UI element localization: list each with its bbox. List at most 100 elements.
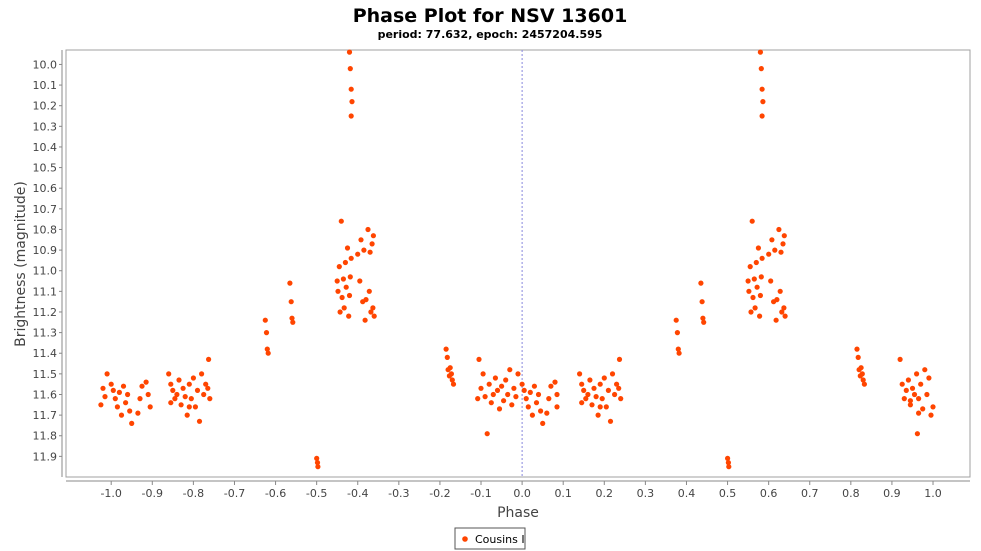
chart-title: Phase Plot for NSV 13601 [353, 5, 628, 27]
data-point [726, 464, 732, 470]
y-tick-label: 11.6 [33, 388, 58, 401]
data-point [361, 247, 367, 253]
data-point [349, 99, 355, 105]
data-point [753, 259, 759, 266]
y-tick-label: 11.1 [33, 285, 58, 298]
data-point [546, 396, 552, 402]
data-point [362, 317, 368, 323]
data-point [475, 396, 481, 402]
legend: Cousins I [454, 527, 526, 550]
data-point [168, 381, 174, 387]
data-point [860, 377, 866, 383]
data-point [110, 387, 116, 393]
data-point [176, 377, 182, 383]
data-point [186, 381, 192, 387]
data-point [511, 385, 517, 391]
y-axis-label: Brightness (magnitude) [13, 181, 29, 347]
data-point [552, 379, 558, 385]
data-point [314, 460, 321, 466]
data-point [492, 375, 498, 381]
y-tick-label: 11.2 [33, 306, 58, 319]
data-point [503, 377, 509, 383]
data-point [476, 356, 482, 362]
data-point [778, 249, 784, 255]
data-point [170, 387, 176, 393]
data-point [190, 375, 196, 381]
data-point [858, 365, 864, 371]
data-point [780, 241, 786, 247]
data-point [340, 276, 346, 282]
data-point [616, 385, 622, 391]
data-point [337, 309, 343, 315]
data-point [675, 346, 681, 352]
data-point [338, 218, 344, 224]
data-point [447, 365, 453, 371]
y-tick-label: 10.1 [33, 79, 58, 92]
data-point [496, 406, 503, 412]
data-point [346, 313, 352, 319]
data-point [907, 398, 914, 404]
data-point [184, 412, 190, 418]
data-point [531, 383, 538, 389]
x-tick-label: -0.9 [142, 487, 163, 500]
data-point [180, 385, 186, 391]
data-point [265, 350, 271, 356]
data-point [207, 396, 213, 402]
data-point [315, 464, 321, 470]
x-tick-label: 0.5 [719, 487, 737, 500]
y-tick-label: 10.3 [33, 120, 58, 133]
data-point [597, 404, 603, 410]
data-point [525, 404, 531, 410]
x-tick-label: -0.6 [265, 487, 286, 500]
data-point [533, 400, 540, 406]
data-point [612, 391, 618, 398]
data-point [757, 313, 763, 319]
data-point [346, 49, 353, 55]
data-point [123, 400, 129, 406]
data-point [182, 394, 188, 400]
data-point [781, 305, 787, 311]
data-point [926, 375, 932, 381]
data-point [480, 371, 486, 377]
data-point [507, 367, 513, 373]
data-point [746, 288, 752, 294]
data-point [581, 387, 587, 393]
data-point [201, 391, 207, 398]
data-point [108, 381, 114, 387]
data-point [341, 305, 347, 311]
data-point [486, 381, 492, 387]
x-tick-label: 0.3 [637, 487, 655, 500]
data-point [188, 396, 194, 402]
x-tick-label: -0.3 [388, 487, 409, 500]
data-point [449, 377, 455, 383]
data-point [758, 274, 764, 280]
data-point [725, 455, 731, 461]
data-point [145, 391, 151, 398]
x-tick-label: 0.7 [801, 487, 819, 500]
y-tick-label: 10.8 [33, 223, 58, 236]
data-point [614, 381, 620, 387]
y-tick-label: 10.5 [33, 162, 58, 175]
data-point [370, 233, 376, 239]
data-point [773, 317, 779, 323]
data-point [147, 404, 153, 410]
data-point [772, 247, 778, 253]
data-point [484, 431, 490, 437]
data-point [104, 371, 110, 377]
data-point [591, 385, 597, 391]
x-tick-label: 0.1 [554, 487, 572, 500]
data-point [754, 284, 760, 290]
data-point [901, 396, 907, 402]
data-point [125, 391, 131, 398]
data-point [752, 305, 758, 311]
data-point [779, 309, 785, 315]
data-point [505, 391, 511, 398]
data-point [554, 404, 560, 410]
data-point [899, 381, 905, 387]
data-point [346, 292, 353, 299]
data-point [444, 354, 450, 360]
x-tick-label: -0.5 [306, 487, 327, 500]
data-point [443, 346, 449, 352]
data-point [206, 356, 212, 362]
